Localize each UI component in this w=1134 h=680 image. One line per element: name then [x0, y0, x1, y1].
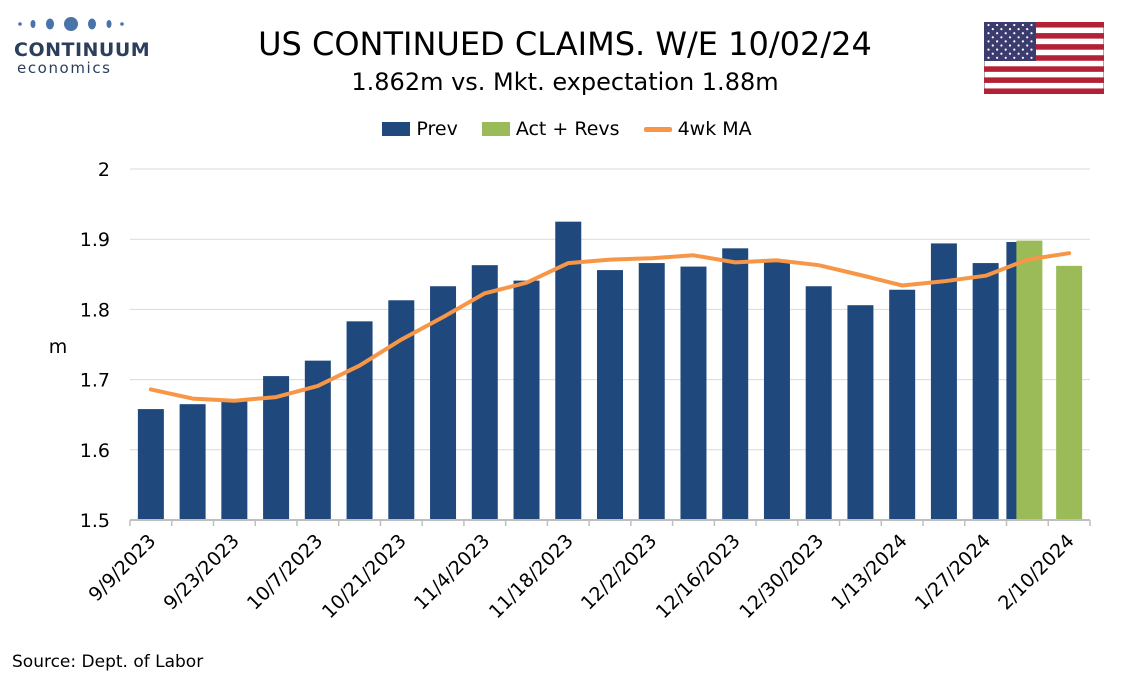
- bar-act: [1056, 265, 1083, 520]
- y-tick-label: 1.6: [80, 440, 110, 462]
- bar-prev: [471, 265, 498, 520]
- chart-plot: 1.5 1.6 1.7 1.8 1.9 2 m 9/9/2023 9/23/2023 10/7/2…: [49, 159, 1091, 623]
- bar-prev: [638, 263, 665, 520]
- x-tick-label: 12/30/2023: [735, 530, 828, 623]
- bar-prev: [680, 266, 707, 520]
- logo-sub: economics: [17, 59, 112, 77]
- logo-brand: CONTINUUM: [14, 39, 151, 61]
- legend-swatch-ma: [643, 126, 672, 132]
- x-tick-label: 11/18/2023: [485, 530, 578, 623]
- source-note: Source: Dept. of Labor: [12, 652, 204, 672]
- bar-prev: [513, 280, 540, 520]
- bar-prev: [555, 221, 582, 520]
- y-tick-label: 2: [98, 159, 110, 181]
- bar-prev: [889, 289, 916, 520]
- x-tick-label: 10/7/2023: [243, 530, 327, 614]
- bar-prev: [221, 400, 248, 520]
- x-tick-label: 2/10/2024: [994, 530, 1078, 614]
- chart-legend: Prev Act + Revs 4wk MA: [0, 118, 1134, 140]
- x-tick-label: 10/21/2023: [318, 530, 411, 623]
- x-tick-label: 11/4/2023: [410, 530, 494, 614]
- legend-label-prev: Prev: [416, 118, 458, 140]
- line-4wk-ma: [148, 251, 1072, 403]
- x-tick-label: 9/23/2023: [159, 530, 243, 614]
- x-tick-label: 9/9/2023: [85, 530, 161, 606]
- x-tick-label: 1/13/2024: [827, 530, 911, 614]
- chart-subtitle: 1.862m vs. Mkt. expectation 1.88m: [351, 68, 779, 96]
- bar-prev: [346, 321, 373, 520]
- logo-dots-icon: [18, 17, 124, 31]
- legend-swatch-act: [481, 122, 510, 136]
- x-tick-label: 1/27/2024: [911, 530, 995, 614]
- chart-title: US CONTINUED CLAIMS. W/E 10/02/24: [258, 25, 872, 63]
- bar-prev: [763, 260, 790, 520]
- bar-prev: [179, 404, 206, 520]
- bar-prev: [805, 286, 832, 520]
- legend-swatch-prev: [382, 122, 411, 136]
- bar-prev: [137, 409, 164, 520]
- y-tick-label: 1.8: [80, 299, 110, 321]
- bar-prev: [930, 243, 957, 521]
- bar-act: [1016, 240, 1043, 520]
- legend-item-act: Act + Revs: [481, 118, 620, 140]
- continuum-logo: CONTINUUM economics: [14, 14, 151, 77]
- bar-prev: [972, 263, 999, 520]
- legend-label-act: Act + Revs: [515, 118, 620, 140]
- bar-prev: [263, 376, 290, 520]
- y-axis-label: m: [49, 336, 68, 358]
- legend-item-prev: Prev: [382, 118, 458, 140]
- bar-prev: [722, 248, 749, 521]
- bar-prev: [430, 286, 457, 520]
- x-tick-label: 12/2/2023: [577, 530, 661, 614]
- bar-prev: [847, 305, 874, 520]
- legend-item-ma: 4wk MA: [643, 118, 752, 140]
- us-flag-icon: [984, 22, 1104, 94]
- x-tick-label: 12/16/2023: [652, 530, 745, 623]
- legend-label-ma: 4wk MA: [677, 118, 752, 140]
- bar-prev: [597, 270, 623, 520]
- y-tick-label: 1.5: [80, 510, 110, 532]
- y-tick-label: 1.7: [80, 370, 110, 392]
- y-tick-label: 1.9: [80, 229, 110, 251]
